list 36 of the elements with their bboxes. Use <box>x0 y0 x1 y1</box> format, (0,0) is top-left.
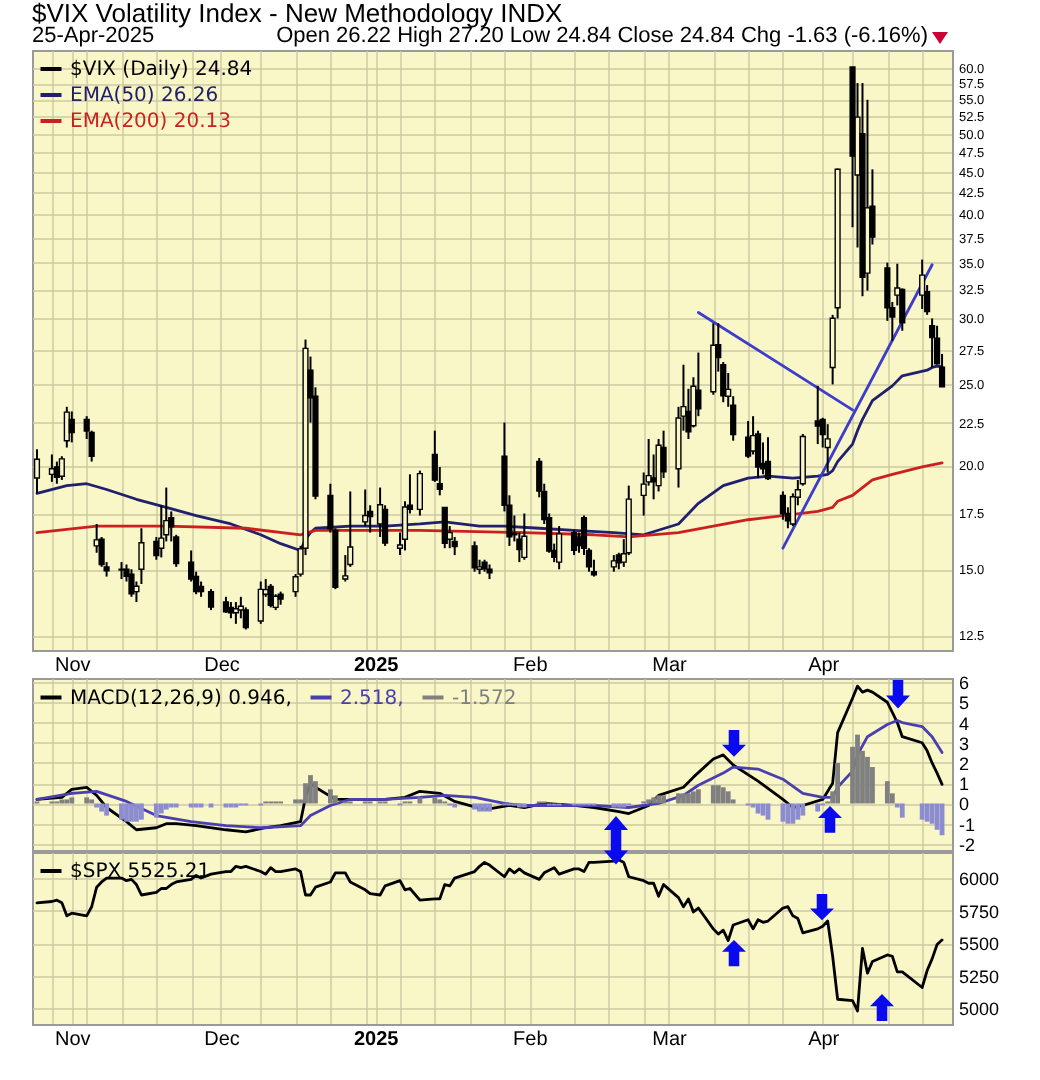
x-tick-label: Apr <box>808 655 841 677</box>
y-tick-label: 5250 <box>959 966 1000 987</box>
x-tick-label: Nov <box>54 1029 91 1051</box>
legend-label: $SPX 5525.21 <box>70 861 211 883</box>
y-tick-label: 4 <box>959 713 970 734</box>
y-tick-label: 3 <box>959 733 970 754</box>
x-tick-label: Feb <box>513 655 549 677</box>
x-tick-label: 2025 <box>353 1029 400 1051</box>
y-tick-label: 5000 <box>959 999 1000 1020</box>
legend-label: EMA(50) 26.26 <box>70 85 219 107</box>
y-tick-label: -2 <box>959 834 976 855</box>
y-tick-label: 1 <box>959 774 970 795</box>
legend-label: 2.518, <box>340 687 404 710</box>
x-tick-label: Feb <box>513 1029 549 1051</box>
y-tick-label: 6 <box>959 673 970 694</box>
y-tick-label: 5 <box>959 693 970 714</box>
x-tick-label: Dec <box>204 1029 240 1051</box>
x-tick-label: 2025 <box>353 655 400 677</box>
y-tick-label: 0 <box>959 794 970 815</box>
legend-label: -1.572 <box>452 687 517 710</box>
legend-label: MACD(12,26,9) 0.946, <box>70 687 292 710</box>
legend-label: $VIX (Daily) 24.84 <box>70 59 253 81</box>
text: Open 26.22 High 27.20 Low 24.84 Close 24.84 Chg -1.63 (-6.16%) <box>276 24 928 48</box>
y-tick-label: 6000 <box>959 869 1000 890</box>
x-tick-label: Apr <box>808 1029 841 1051</box>
x-tick-label: Nov <box>54 655 91 677</box>
x-tick-label: Mar <box>652 655 689 677</box>
y-tick-label: -1 <box>959 814 976 835</box>
y-tick-label: 2 <box>959 753 970 774</box>
y-tick-label: 5750 <box>959 901 1000 922</box>
y-tick-label: 5500 <box>959 934 1000 955</box>
legend-label: EMA(200) 20.13 <box>70 111 231 133</box>
chart-subtitle: 25-Apr-2025 <box>32 24 155 48</box>
x-tick-label: Dec <box>204 655 240 677</box>
chart-title: $VIX Volatility Index - New Methodology INDX <box>32 0 563 28</box>
x-tick-label: Mar <box>652 1029 689 1051</box>
